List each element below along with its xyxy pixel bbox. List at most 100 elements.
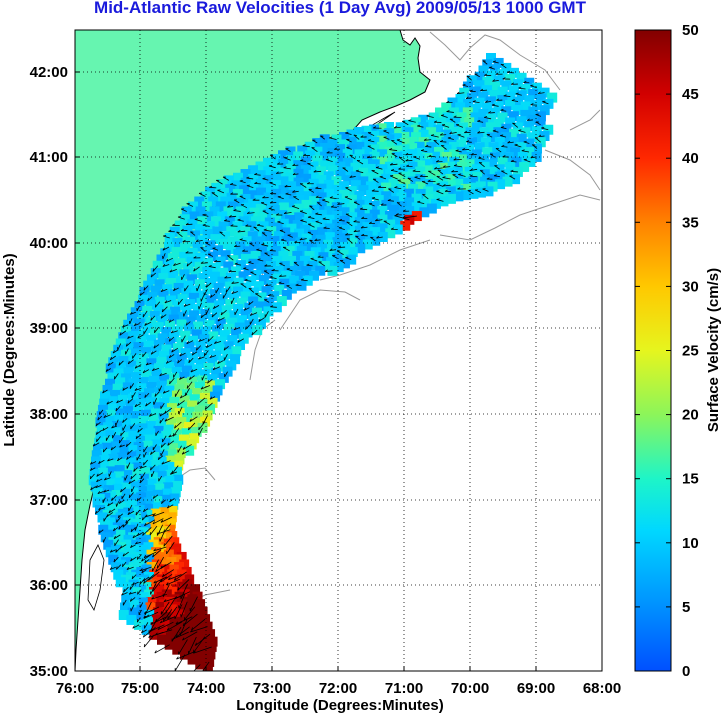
velocity-vector [116, 564, 122, 570]
velocity-cell [109, 447, 120, 458]
velocity-vector [189, 375, 195, 380]
velocity-vector [509, 175, 516, 180]
velocity-vector [512, 122, 519, 128]
velocity-vector [181, 274, 185, 280]
velocity-vector [482, 60, 488, 65]
velocity-vector [160, 573, 173, 583]
vector-head [268, 207, 272, 209]
velocity-vector [269, 182, 277, 186]
velocity-vector [168, 574, 182, 581]
vector-head [155, 568, 158, 572]
velocity-vector [353, 230, 361, 233]
velocity-cell [501, 80, 512, 91]
velocity-cell [152, 496, 163, 507]
velocity-cell [202, 266, 213, 277]
velocity-vector [371, 197, 379, 201]
velocity-vector [313, 170, 322, 173]
colorbar-tick-label: 15 [682, 471, 699, 488]
velocity-cell [517, 152, 528, 162]
vector-head [170, 471, 173, 475]
velocity-vector [224, 371, 228, 378]
velocity-cell [159, 350, 169, 361]
velocity-vector [152, 549, 162, 558]
velocity-cell [120, 388, 131, 399]
velocity-vector [367, 140, 375, 143]
velocity-vector [310, 258, 318, 262]
vector-head [187, 675, 188, 678]
velocity-vector [434, 167, 443, 170]
vector-head [96, 473, 99, 477]
velocity-vector [139, 579, 145, 585]
vector-head [125, 443, 128, 447]
velocity-cell [136, 511, 147, 522]
velocity-cell [223, 323, 234, 334]
vector-head [390, 227, 394, 230]
velocity-cell [146, 478, 157, 489]
velocity-vector [233, 210, 241, 212]
vector-head [130, 476, 133, 480]
vector-head [95, 431, 98, 435]
velocity-vector [130, 423, 136, 430]
colorbar-tick-label: 10 [682, 535, 699, 552]
velocity-vector [332, 255, 338, 259]
velocity-cell [144, 516, 155, 527]
vector-head [122, 563, 124, 567]
velocity-vector [240, 283, 247, 288]
velocity-cell [392, 215, 403, 226]
vector-head [127, 360, 130, 365]
velocity-vector [105, 435, 110, 441]
velocity-vector [152, 579, 163, 592]
vector-head [177, 402, 180, 406]
velocity-vector [110, 446, 117, 451]
velocity-vector [405, 153, 413, 156]
velocity-cell [156, 419, 167, 430]
velocity-cell [106, 491, 117, 502]
velocity-vector [367, 145, 375, 150]
velocity-vector [306, 264, 313, 267]
velocity-vector [144, 392, 150, 398]
x-tick-label: 69:00 [517, 680, 555, 697]
velocity-cell [385, 228, 396, 239]
vector-head [326, 151, 330, 154]
vector-head [376, 235, 380, 239]
velocity-vector [320, 135, 325, 140]
vector-head [95, 485, 98, 488]
velocity-cell [316, 175, 327, 185]
velocity-cell [202, 664, 213, 671]
velocity-vector [246, 177, 254, 180]
velocity-cell [146, 274, 157, 285]
velocity-vector [387, 200, 394, 202]
velocity-vector [414, 176, 421, 180]
velocity-vector [501, 170, 508, 175]
vector-head [423, 138, 427, 141]
velocity-vector [301, 279, 308, 282]
vector-head [306, 263, 310, 266]
velocity-cell [425, 119, 436, 130]
velocity-vector [155, 611, 167, 623]
vector-head [198, 356, 201, 360]
velocity-vector [166, 360, 172, 364]
velocity-vector [239, 239, 247, 242]
velocity-cell [332, 228, 343, 239]
vector-head [441, 114, 445, 116]
velocity-vector [349, 176, 356, 178]
velocity-vector [113, 527, 119, 532]
vector-head [104, 477, 107, 481]
velocity-cell [173, 637, 184, 648]
velocity-cell [494, 137, 505, 148]
velocity-cell [196, 315, 207, 326]
y-tick-label: 41:00 [30, 149, 68, 166]
velocity-vector [507, 141, 514, 144]
velocity-vector [189, 416, 198, 422]
velocity-cell [261, 286, 272, 297]
velocity-cell [226, 226, 237, 237]
velocity-vector [367, 132, 375, 137]
velocity-vector [211, 192, 218, 197]
velocity-vector [167, 606, 178, 620]
velocity-cell [205, 404, 216, 415]
velocity-cell [456, 139, 467, 150]
velocity-vector [128, 504, 133, 512]
vector-head [500, 134, 504, 136]
velocity-cell [240, 253, 251, 264]
velocity-vector [153, 398, 158, 405]
